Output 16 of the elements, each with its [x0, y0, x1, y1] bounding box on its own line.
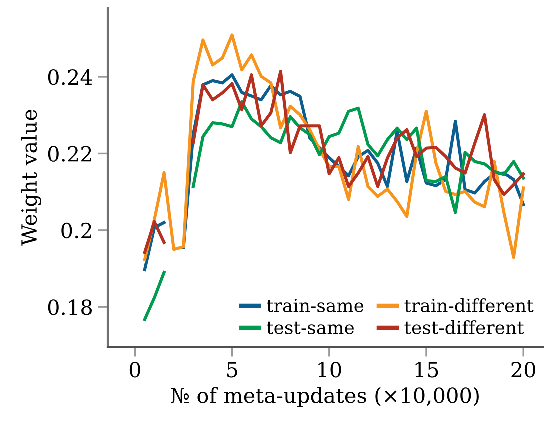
x-tick-label: 15 [416, 362, 438, 378]
line-series [143, 34, 526, 262]
y-axis-title: Weight value [21, 110, 42, 246]
legend-label: train-different [404, 298, 534, 312]
y-tick-label: 0.22 [48, 146, 92, 162]
x-tick-label: 10 [318, 362, 342, 378]
y-tick-label: 0.24 [48, 69, 92, 86]
legend-label: test-different [404, 320, 524, 334]
legend-label: test-same [267, 322, 354, 334]
x-tick-label: 5 [227, 362, 238, 378]
y-tick-label: 0.2 [62, 222, 92, 239]
x-tick-label: 20 [512, 362, 536, 378]
legend-label: train-same [267, 298, 364, 312]
y-tick-label: 0.18 [48, 300, 92, 316]
x-tick-label: 0 [130, 362, 140, 378]
x-axis-title: № of meta-updates (×10,000) [171, 387, 479, 408]
